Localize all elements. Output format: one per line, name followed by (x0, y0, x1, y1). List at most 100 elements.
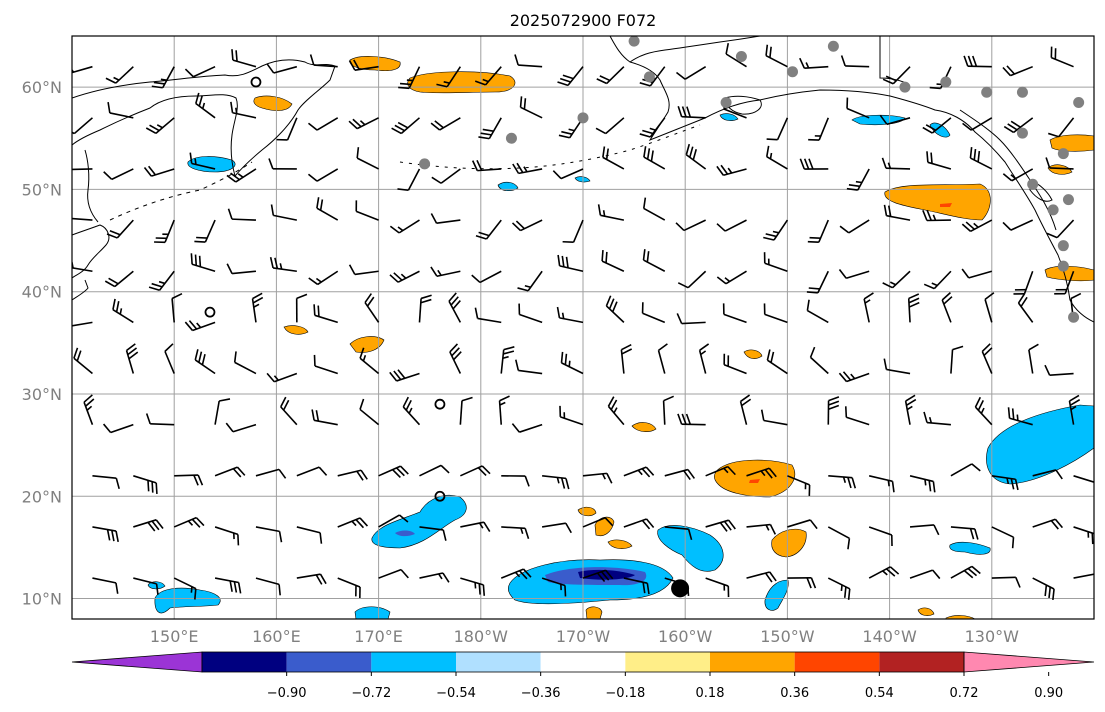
wind-barb (962, 117, 993, 131)
wind-barb (846, 97, 870, 119)
station-marker (1016, 127, 1028, 139)
colorbar-extend-low (71, 651, 203, 673)
wind-barb (716, 219, 747, 232)
wind-barb (882, 66, 911, 85)
wind-barb (189, 152, 216, 170)
wind-barb (397, 168, 421, 192)
wind-barb (596, 66, 625, 85)
wind-barb (296, 526, 323, 544)
wind-barb (1073, 475, 1094, 483)
wind-barb (337, 469, 368, 481)
wind-barb (725, 43, 747, 68)
wind-barb (391, 117, 421, 135)
wind-barb (799, 57, 829, 70)
wind-barb (1073, 526, 1094, 545)
station-marker (1016, 86, 1028, 98)
lon-tick-label: 170°W (556, 627, 611, 646)
wind-barb (582, 516, 614, 528)
wind-barb (827, 526, 851, 550)
station-marker (940, 76, 952, 88)
wind-barb (698, 343, 710, 374)
wind-barb (307, 168, 339, 182)
wind-barb (194, 219, 216, 243)
lat-tick-label: 50°N (22, 180, 62, 199)
wind-barb (1017, 293, 1034, 323)
wind-barb (233, 351, 257, 375)
wind-barb (133, 475, 158, 494)
wind-barb (154, 219, 175, 244)
wind-barb (125, 343, 139, 374)
colorbar-label: 0.18 (696, 686, 725, 701)
wind-barb (739, 394, 752, 425)
wind-barb (677, 270, 707, 289)
positive-area (607, 539, 633, 549)
negative-area (395, 530, 415, 537)
wind-barb (1073, 573, 1094, 579)
positive-area (917, 607, 935, 616)
wind-barb (597, 204, 625, 221)
wind-barb (922, 117, 952, 134)
station-marker (505, 132, 517, 144)
coastline-vancouver (1029, 179, 1053, 202)
wind-barb (642, 249, 666, 272)
wind-barb (765, 44, 788, 68)
wind-barb (950, 463, 981, 477)
coastlines (72, 36, 1094, 323)
wind-barb (402, 396, 421, 426)
wind-barb (787, 519, 818, 530)
wind-barb (295, 293, 308, 323)
wind-barb (449, 343, 462, 374)
wind-barb (562, 219, 584, 243)
positive-area (253, 95, 293, 111)
colorbar-segment (456, 652, 541, 672)
negative-area (657, 525, 724, 572)
lon-tick-label: 170°E (354, 627, 403, 646)
colorbar-segment (371, 652, 456, 672)
wind-barb (607, 396, 625, 426)
wind-barb (389, 369, 420, 382)
wind-barb (623, 466, 655, 478)
wind-barb (270, 204, 297, 221)
negative-area (929, 122, 951, 138)
positive-area (884, 183, 991, 221)
wind-barb (868, 566, 900, 579)
wind-barb (907, 293, 920, 323)
positive-area (771, 528, 807, 558)
wind-barb (448, 292, 462, 323)
wind-barb (430, 266, 461, 278)
wind-barb (145, 117, 175, 135)
wind-barb (868, 526, 893, 546)
station-marker (787, 66, 799, 78)
positive-area (714, 459, 796, 498)
wind-barb (556, 306, 584, 324)
coastline-alaska-north (629, 36, 761, 63)
wind-barb (882, 270, 911, 289)
station-marker (1057, 240, 1069, 252)
station-marker (419, 158, 431, 170)
wind-barb (214, 577, 242, 594)
positive-area (349, 56, 401, 72)
colorbar-segment (794, 652, 880, 672)
negative-area (371, 494, 467, 549)
wind-barb (133, 519, 164, 532)
station-marker (1062, 194, 1074, 206)
negative-area (578, 569, 635, 580)
wind-barb (705, 519, 736, 532)
wind-barb (459, 396, 473, 425)
wind-barb (231, 49, 257, 68)
colorbar-label: −0.36 (521, 686, 561, 701)
wind-barb (923, 411, 951, 426)
wind-barb (311, 409, 338, 426)
wind-barb (541, 577, 567, 597)
station-marker (899, 81, 911, 93)
wind-barb (746, 571, 777, 583)
wind-barb (268, 158, 297, 170)
wind-barb (337, 577, 361, 598)
wind-barb (961, 268, 993, 279)
station-marker (1027, 178, 1039, 190)
wind-barb (313, 304, 338, 324)
wind-barb (883, 358, 911, 375)
station-marker (827, 40, 839, 52)
wind-barb (676, 313, 706, 325)
wind-barb (839, 219, 870, 234)
